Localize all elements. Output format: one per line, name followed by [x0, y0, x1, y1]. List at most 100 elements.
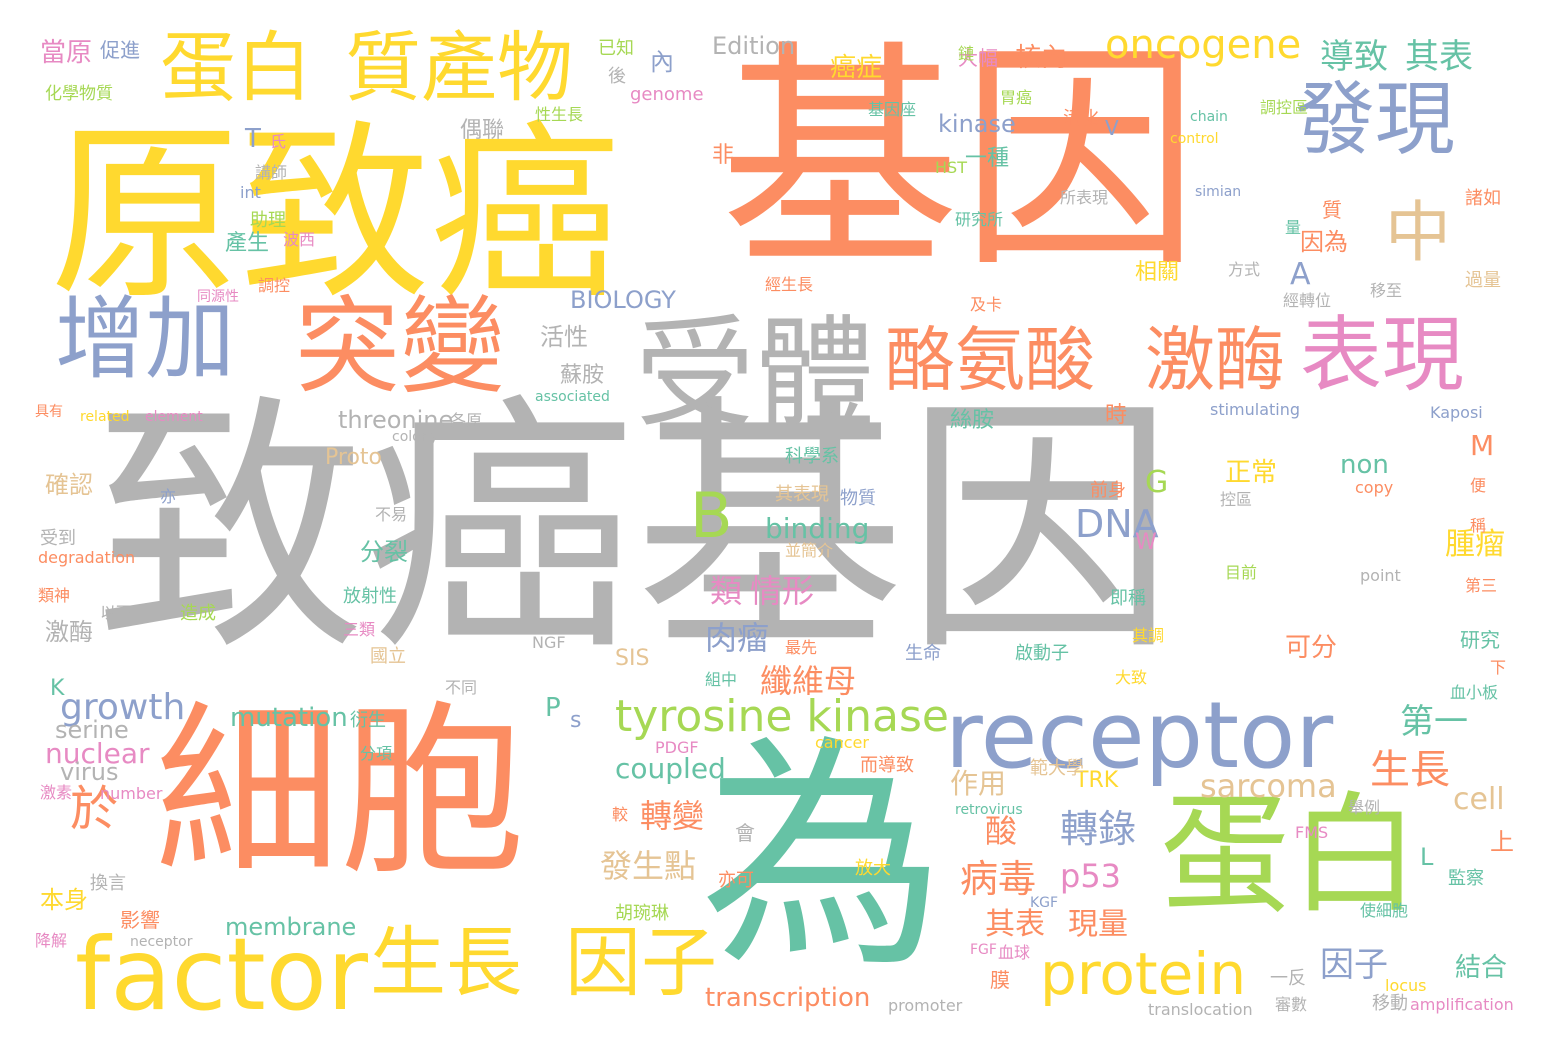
cloud-word: 第一	[1400, 702, 1468, 742]
cloud-word: 於	[70, 781, 119, 837]
cloud-word: 促進	[100, 38, 140, 62]
cloud-word: 衍生	[350, 710, 386, 731]
cloud-word: 大致	[1115, 668, 1148, 687]
cloud-word: translocation	[1148, 1000, 1253, 1019]
cloud-word: 鏈	[958, 44, 975, 63]
cloud-word: SIS	[615, 646, 650, 671]
cloud-word: s	[570, 708, 582, 733]
cloud-word: 移至	[1370, 281, 1403, 300]
cloud-word: 激酶	[1145, 319, 1285, 401]
cloud-word: point	[1360, 566, 1401, 585]
cloud-word: 當原	[40, 38, 93, 68]
cloud-word: 質產物	[345, 23, 573, 112]
cloud-word: copy	[1355, 478, 1394, 497]
cloud-word: 研究所	[955, 210, 1004, 229]
cloud-word: number	[100, 784, 163, 803]
cloud-word: 質	[1322, 198, 1342, 222]
cloud-word: 後	[608, 66, 626, 87]
cloud-word: 科學系	[785, 446, 839, 467]
cloud-word: 最先	[785, 638, 818, 657]
cloud-word: 原致癌	[50, 104, 621, 325]
cloud-word: 生命	[905, 643, 941, 664]
cloud-word: 正常	[1225, 458, 1278, 488]
cloud-word: 類	[710, 572, 743, 610]
cloud-word: receptor	[945, 682, 1334, 789]
cloud-word: 啟動子	[1015, 643, 1069, 664]
cloud-word: 物質	[840, 488, 876, 509]
cloud-word: 蘇胺	[560, 363, 605, 388]
cloud-word: 已知	[598, 38, 634, 59]
cloud-word: membrane	[225, 913, 357, 941]
cloud-word: 便	[1470, 476, 1487, 495]
cloud-word: 調控	[258, 276, 291, 295]
cloud-word: 癌症	[830, 53, 883, 83]
cloud-word: Kaposi	[1430, 403, 1483, 422]
cloud-word: FMS	[1295, 823, 1329, 842]
cloud-word: 換言	[90, 873, 126, 894]
cloud-word: 腫瘤	[1445, 527, 1505, 562]
cloud-word: 激素	[40, 783, 73, 802]
cloud-word: serine	[55, 716, 129, 744]
cloud-word: 及卡	[970, 295, 1003, 314]
cloud-word: FGF	[970, 942, 997, 958]
cloud-word: 發現	[1295, 73, 1455, 166]
cloud-word: 類神	[38, 586, 71, 605]
cloud-word: A	[1290, 257, 1311, 292]
cloud-word: threonine	[338, 406, 454, 434]
cloud-word: 一反	[1270, 968, 1306, 989]
cloud-word: 本身	[40, 886, 88, 914]
cloud-word: 其表	[1405, 37, 1473, 77]
cloud-word: 為	[700, 715, 945, 1000]
cloud-word: V	[1105, 116, 1119, 140]
cloud-word: L	[1420, 843, 1434, 871]
cloud-word: Edition	[712, 32, 796, 60]
cloud-word: 受到	[40, 528, 76, 549]
cloud-word: 大幅	[958, 46, 998, 70]
cloud-word: G	[1145, 465, 1169, 500]
cloud-word: 因為	[1300, 228, 1348, 256]
cloud-word: DNA	[1075, 502, 1159, 546]
cloud-word: 會	[735, 821, 755, 845]
cloud-word: 因子	[565, 918, 717, 1007]
cloud-word: 絲胺	[950, 408, 995, 433]
cloud-word: 激酶	[45, 618, 93, 646]
cloud-word: oncogene	[1105, 22, 1302, 68]
cloud-word: 經生長	[765, 275, 814, 294]
cloud-word: 量	[1285, 218, 1302, 237]
cloud-word: HST	[935, 158, 967, 177]
cloud-word: 分項	[360, 744, 393, 763]
cloud-word: 目前	[1225, 563, 1258, 582]
cloud-word: related	[80, 409, 130, 425]
cloud-word: 作用	[950, 767, 1007, 800]
cloud-word: 性生長	[535, 105, 584, 124]
cloud-word: cancer	[815, 733, 869, 752]
cloud-word: transcription	[705, 983, 871, 1013]
cloud-word: associated	[535, 389, 610, 405]
cloud-word: 造成	[180, 603, 216, 624]
cloud-word: 方式	[1228, 260, 1261, 279]
cloud-word: 組中	[705, 670, 738, 689]
cloud-word: 分裂	[360, 538, 408, 566]
cloud-word: 病毒	[960, 857, 1037, 901]
cloud-word: T	[245, 124, 261, 154]
cloud-word: degradation	[38, 548, 136, 567]
cloud-word: 基因	[720, 20, 1201, 300]
cloud-word: B	[690, 479, 733, 552]
cloud-word: stimulating	[1210, 400, 1301, 419]
cloud-word: 現量	[1068, 907, 1128, 942]
cloud-word: 膜	[990, 968, 1010, 992]
cloud-word: NGF	[532, 633, 566, 652]
cloud-word: 受體	[635, 305, 875, 444]
cloud-word: 基因座	[868, 100, 917, 119]
cloud-word: non	[1340, 450, 1389, 480]
cloud-word: W	[1135, 530, 1157, 555]
cloud-word: neceptor	[130, 934, 193, 950]
cloud-word: 血球	[998, 943, 1031, 962]
cloud-word: 審數	[1275, 995, 1308, 1014]
cloud-word: 不同	[445, 678, 478, 697]
cloud-word: 血小板	[1450, 683, 1499, 702]
cloud-word: 其調	[1132, 626, 1165, 645]
cloud-word: 以下	[100, 603, 133, 622]
cloud-word: 相關	[1135, 260, 1180, 285]
